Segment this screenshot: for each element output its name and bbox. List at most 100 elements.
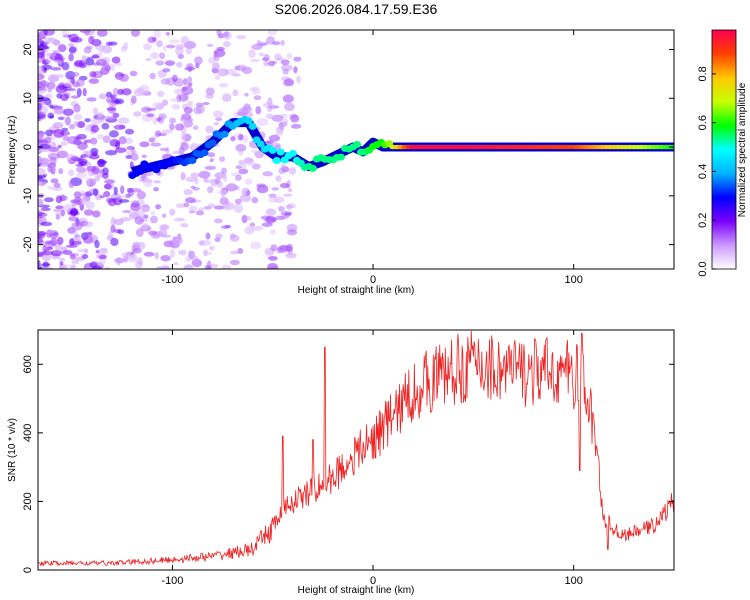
noise-blob bbox=[132, 248, 142, 254]
noise-blob bbox=[183, 77, 188, 86]
noise-blob bbox=[279, 182, 290, 189]
noise-blob bbox=[203, 177, 209, 183]
noise-blob bbox=[106, 107, 117, 111]
noise-blob bbox=[251, 196, 259, 204]
noise-blob bbox=[170, 98, 180, 102]
noise-blob bbox=[38, 266, 44, 269]
noise-blob bbox=[179, 117, 187, 122]
noise-blob bbox=[187, 76, 193, 84]
noise-blob bbox=[204, 165, 217, 171]
noise-blob bbox=[105, 91, 113, 98]
noise-blob bbox=[235, 174, 242, 181]
noise-blob bbox=[160, 254, 171, 262]
noise-blob bbox=[53, 128, 65, 138]
noise-blob bbox=[105, 97, 111, 103]
noise-blob bbox=[105, 150, 118, 156]
noise-blob bbox=[210, 263, 219, 268]
noise-blob bbox=[258, 52, 264, 57]
noise-blob bbox=[286, 52, 293, 60]
noise-blob bbox=[249, 58, 261, 63]
noise-blob bbox=[153, 180, 161, 184]
noise-blob bbox=[93, 188, 99, 197]
noise-blob bbox=[104, 266, 111, 269]
noise-blob bbox=[187, 82, 193, 87]
noise-blob bbox=[229, 259, 240, 266]
noise-blob bbox=[159, 147, 169, 152]
noise-blob bbox=[222, 41, 231, 48]
noise-blob bbox=[49, 115, 55, 119]
noise-blob bbox=[62, 108, 74, 116]
noise-blob bbox=[220, 190, 226, 198]
noise-blob bbox=[183, 188, 193, 196]
noise-blob bbox=[91, 151, 97, 157]
noise-blob bbox=[245, 190, 251, 196]
noise-blob bbox=[76, 88, 82, 98]
noise-blob bbox=[277, 245, 289, 253]
noise-blob bbox=[272, 41, 281, 46]
noise-blob bbox=[91, 165, 100, 175]
noise-blob bbox=[45, 129, 54, 137]
noise-blob bbox=[75, 78, 85, 87]
noise-blob bbox=[43, 136, 52, 144]
noise-blob bbox=[224, 224, 232, 229]
noise-blob bbox=[208, 245, 215, 251]
noise-blob bbox=[47, 88, 52, 93]
noise-blob bbox=[68, 46, 77, 54]
noise-blob bbox=[173, 261, 179, 266]
noise-blob bbox=[271, 187, 280, 191]
noise-blob bbox=[96, 133, 105, 140]
noise-blob bbox=[113, 124, 126, 130]
noise-blob bbox=[38, 73, 45, 81]
noise-blob bbox=[236, 111, 247, 117]
noise-blob bbox=[256, 39, 262, 47]
noise-blob bbox=[47, 229, 55, 235]
colorbar-frame bbox=[711, 29, 737, 270]
ridge-point bbox=[152, 166, 161, 174]
noise-blob bbox=[264, 140, 274, 144]
noise-blob bbox=[270, 244, 278, 252]
noise-blob bbox=[95, 249, 100, 254]
spectrogram-y-axis: -20 -10 0 10 20 bbox=[22, 43, 674, 253]
noise-blob bbox=[38, 132, 45, 140]
noise-blob bbox=[51, 186, 63, 191]
noise-blob bbox=[244, 92, 249, 97]
snr-series-line bbox=[38, 330, 674, 567]
noise-blob bbox=[283, 193, 293, 197]
noise-blob bbox=[268, 197, 279, 203]
noise-blob bbox=[63, 82, 73, 87]
noise-blob bbox=[175, 203, 186, 209]
noise-blob bbox=[112, 112, 120, 118]
noise-blob bbox=[113, 218, 124, 226]
noise-blob bbox=[130, 153, 139, 161]
noise-blob bbox=[150, 232, 161, 239]
noise-blob bbox=[247, 160, 256, 167]
ridge-point bbox=[244, 117, 253, 125]
noise-blob bbox=[121, 88, 132, 96]
noise-blob bbox=[83, 221, 93, 228]
noise-blob bbox=[213, 53, 220, 62]
noise-blob bbox=[55, 213, 61, 220]
noise-blob bbox=[92, 210, 101, 218]
noise-blob bbox=[157, 90, 165, 98]
noise-blob bbox=[155, 60, 165, 66]
colorbar-tick-label: 0.0 bbox=[697, 261, 709, 276]
noise-blob bbox=[143, 214, 149, 219]
noise-blob bbox=[284, 77, 294, 86]
noise-blob bbox=[38, 149, 46, 153]
noise-blob bbox=[60, 209, 65, 217]
noise-blob bbox=[180, 141, 188, 147]
noise-blob bbox=[165, 31, 171, 36]
noise-blob bbox=[187, 65, 193, 73]
noise-blob bbox=[62, 249, 73, 255]
noise-blob bbox=[152, 102, 161, 109]
noise-blob bbox=[60, 93, 69, 102]
noise-blob bbox=[155, 204, 162, 210]
noise-blob bbox=[55, 74, 65, 78]
x-tick-label: -100 bbox=[161, 274, 183, 286]
noise-blob bbox=[105, 41, 113, 46]
colorbar: 0.0 0.2 0.4 0.6 0.8 Normalized spectral ampl… bbox=[697, 29, 748, 277]
noise-blob bbox=[156, 40, 163, 48]
noise-blob bbox=[57, 44, 67, 53]
ridge-point bbox=[276, 148, 285, 156]
noise-blob bbox=[40, 207, 51, 212]
